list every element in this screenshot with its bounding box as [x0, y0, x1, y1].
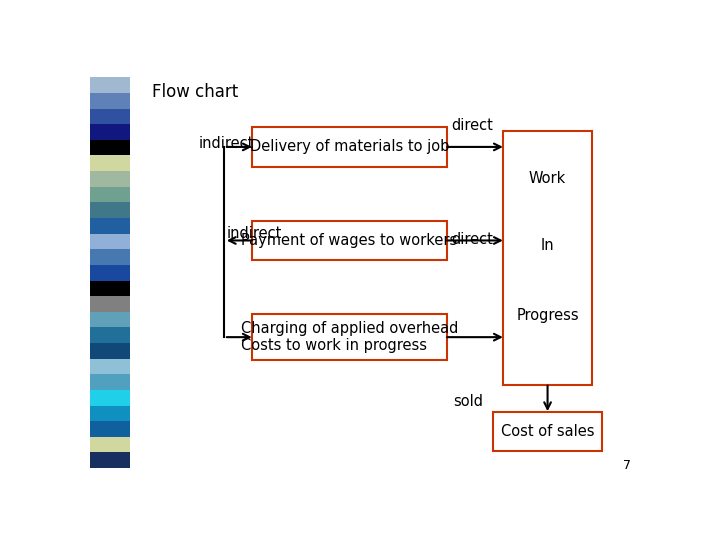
FancyBboxPatch shape — [493, 412, 602, 451]
Text: direct: direct — [451, 232, 493, 247]
Bar — [90, 437, 130, 453]
Bar — [90, 234, 130, 249]
Bar — [90, 453, 130, 468]
Bar — [90, 343, 130, 359]
Bar — [90, 171, 130, 187]
Text: In: In — [541, 238, 554, 253]
Bar — [90, 93, 130, 109]
Bar — [90, 421, 130, 437]
Text: Work: Work — [529, 171, 566, 186]
Text: Payment of wages to workers: Payment of wages to workers — [241, 233, 458, 248]
Bar — [90, 280, 130, 296]
Text: indirect: indirect — [199, 136, 254, 151]
Bar — [90, 124, 130, 140]
Bar — [90, 109, 130, 124]
Bar — [90, 187, 130, 202]
Bar — [90, 202, 130, 218]
Bar — [90, 77, 130, 93]
Bar — [90, 359, 130, 374]
Bar — [90, 312, 130, 327]
Bar — [90, 390, 130, 406]
Text: Flow chart: Flow chart — [153, 83, 239, 101]
Text: Cost of sales: Cost of sales — [501, 424, 595, 439]
Bar — [90, 265, 130, 280]
Text: 7: 7 — [624, 460, 631, 472]
Bar — [90, 249, 130, 265]
Bar — [90, 156, 130, 171]
Text: direct: direct — [451, 118, 493, 133]
Bar — [90, 218, 130, 234]
Bar — [90, 374, 130, 390]
Bar — [90, 140, 130, 156]
FancyBboxPatch shape — [503, 131, 593, 385]
Text: sold: sold — [453, 394, 482, 409]
Text: Charging of applied overhead
Costs to work in progress: Charging of applied overhead Costs to wo… — [240, 321, 458, 353]
Bar — [90, 406, 130, 421]
FancyBboxPatch shape — [252, 127, 447, 167]
FancyBboxPatch shape — [252, 314, 447, 360]
FancyBboxPatch shape — [252, 221, 447, 260]
Bar — [90, 296, 130, 312]
Bar — [90, 327, 130, 343]
Text: Progress: Progress — [516, 308, 579, 323]
Text: Delivery of materials to job: Delivery of materials to job — [250, 139, 449, 154]
Text: indirect: indirect — [227, 226, 282, 241]
